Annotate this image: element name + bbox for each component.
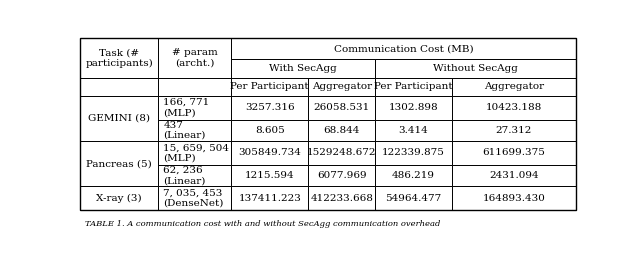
Bar — [231, 186, 308, 210]
Text: 62, 236
(Linear): 62, 236 (Linear) — [163, 166, 205, 185]
Bar — [375, 186, 452, 210]
Text: 611699.375: 611699.375 — [483, 148, 545, 157]
Text: Pancreas (5): Pancreas (5) — [86, 159, 152, 168]
Bar — [231, 96, 308, 119]
Text: With SecAgg: With SecAgg — [269, 64, 337, 73]
Text: 1215.594: 1215.594 — [245, 171, 294, 180]
Bar — [231, 165, 308, 186]
Bar — [308, 96, 375, 119]
Bar — [158, 186, 231, 210]
Text: 166, 771
(MLP): 166, 771 (MLP) — [163, 98, 209, 117]
Text: Per Participant: Per Participant — [230, 82, 309, 91]
Text: TABLE 1. A communication cost with and without SecAgg communication overhead: TABLE 1. A communication cost with and w… — [85, 221, 440, 228]
Text: 2431.094: 2431.094 — [489, 171, 539, 180]
Bar — [308, 186, 375, 210]
Bar — [308, 165, 375, 186]
Bar — [452, 78, 576, 96]
Bar — [375, 96, 452, 119]
Bar — [452, 141, 576, 165]
Bar — [375, 60, 576, 78]
Bar — [308, 78, 375, 96]
Text: Aggregator: Aggregator — [312, 82, 372, 91]
Text: 437
(Linear): 437 (Linear) — [163, 120, 205, 140]
Bar — [452, 165, 576, 186]
Bar — [375, 141, 452, 165]
Bar — [308, 141, 375, 165]
Bar — [80, 38, 576, 210]
Bar — [231, 119, 308, 141]
Bar — [158, 96, 231, 119]
Text: 3257.316: 3257.316 — [245, 103, 294, 112]
Text: Per Participant: Per Participant — [374, 82, 453, 91]
Text: 7, 035, 453
(DenseNet): 7, 035, 453 (DenseNet) — [163, 189, 224, 208]
Bar — [158, 165, 231, 186]
Bar — [80, 38, 158, 78]
Text: 1529248.672: 1529248.672 — [307, 148, 376, 157]
Text: 412233.668: 412233.668 — [310, 194, 373, 203]
Bar — [452, 119, 576, 141]
Text: 137411.223: 137411.223 — [238, 194, 301, 203]
Bar — [80, 141, 158, 186]
Text: 68.844: 68.844 — [323, 126, 360, 135]
Text: # param
(archt.): # param (archt.) — [172, 48, 218, 68]
Bar — [308, 119, 375, 141]
Bar — [80, 78, 158, 96]
Bar — [375, 119, 452, 141]
Text: Without SecAgg: Without SecAgg — [433, 64, 518, 73]
Text: 15, 659, 504
(MLP): 15, 659, 504 (MLP) — [163, 143, 229, 163]
Text: 6077.969: 6077.969 — [317, 171, 367, 180]
Text: 26058.531: 26058.531 — [314, 103, 370, 112]
Text: X-ray (3): X-ray (3) — [97, 194, 142, 203]
Bar — [231, 60, 375, 78]
Text: 305849.734: 305849.734 — [238, 148, 301, 157]
Text: 54964.477: 54964.477 — [385, 194, 442, 203]
Bar — [158, 119, 231, 141]
Bar — [80, 186, 158, 210]
Text: GEMINI (8): GEMINI (8) — [88, 114, 150, 123]
Bar — [452, 186, 576, 210]
Bar — [158, 38, 231, 78]
Bar — [375, 78, 452, 96]
Text: 1302.898: 1302.898 — [388, 103, 438, 112]
Bar — [80, 96, 158, 141]
Text: Aggregator: Aggregator — [484, 82, 544, 91]
Text: 27.312: 27.312 — [496, 126, 532, 135]
Text: 486.219: 486.219 — [392, 171, 435, 180]
Text: 8.605: 8.605 — [255, 126, 285, 135]
Bar — [375, 165, 452, 186]
Text: 10423.188: 10423.188 — [486, 103, 542, 112]
Bar — [231, 38, 576, 60]
Bar — [231, 141, 308, 165]
Bar — [158, 78, 231, 96]
Bar — [158, 141, 231, 165]
Text: 3.414: 3.414 — [399, 126, 428, 135]
Bar — [452, 96, 576, 119]
Bar — [231, 78, 308, 96]
Text: 122339.875: 122339.875 — [382, 148, 445, 157]
Text: Task (#
participants): Task (# participants) — [85, 48, 153, 68]
Text: Communication Cost (MB): Communication Cost (MB) — [334, 44, 474, 53]
Text: 164893.430: 164893.430 — [483, 194, 545, 203]
